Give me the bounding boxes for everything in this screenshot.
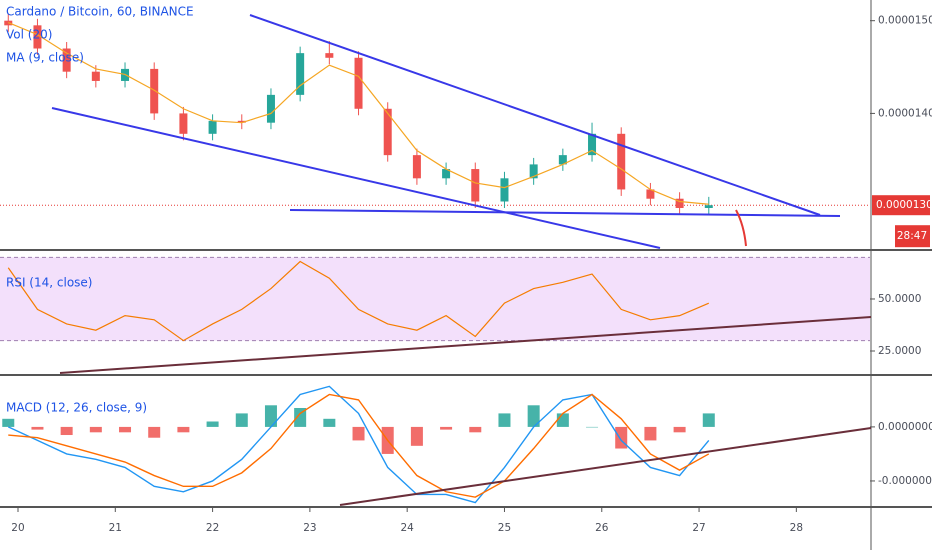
histogram-bar — [586, 426, 599, 428]
trendline — [59, 316, 872, 374]
histogram-bar — [206, 421, 219, 427]
candle-body — [383, 108, 392, 156]
histogram-bar — [294, 407, 307, 427]
histogram-bar — [527, 405, 540, 427]
candle-body — [208, 120, 217, 134]
candle-body — [588, 133, 597, 156]
x-tick-label: 25 — [498, 522, 511, 534]
histogram-bar — [702, 413, 715, 427]
histogram-bar — [556, 413, 569, 427]
last-price-label: 0.00001301 — [876, 199, 932, 211]
candle-body — [646, 189, 655, 199]
candle-body — [442, 169, 451, 179]
histogram-bar — [410, 426, 423, 446]
histogram-bar — [644, 426, 657, 441]
candle-body — [412, 155, 421, 179]
histogram-bar — [177, 426, 190, 433]
rsi-band — [0, 257, 870, 341]
histogram-bar — [264, 405, 277, 427]
chart-title: Cardano / Bitcoin, 60, BINANCE — [6, 5, 194, 19]
trendlines — [51, 14, 872, 506]
x-tick-label: 26 — [595, 522, 609, 534]
candle-body — [471, 169, 480, 202]
candle-body — [179, 113, 188, 134]
candle-body — [91, 71, 100, 81]
candle-body — [558, 155, 567, 165]
candle-body — [500, 178, 509, 202]
histogram-bar — [352, 426, 365, 441]
moving-average — [8, 21, 709, 205]
rsi-line — [7, 260, 710, 342]
x-tick-label: 24 — [400, 522, 414, 534]
candle-body — [33, 25, 42, 49]
y-tick-label: 0.00001400 — [878, 107, 932, 119]
trendline — [51, 107, 661, 249]
candle-body — [237, 120, 246, 123]
indicator-label: Vol (20) — [6, 28, 52, 42]
candle-body — [62, 48, 71, 72]
x-tick-label: 27 — [692, 522, 705, 534]
candle-body — [296, 53, 305, 95]
trendline — [249, 14, 821, 216]
x-tick-label: 22 — [206, 522, 219, 534]
indicator-label: RSI (14, close) — [6, 276, 92, 290]
x-tick-label: 20 — [11, 522, 24, 534]
histogram-bar — [235, 413, 248, 427]
y-tick-label: 0.00000000 — [878, 421, 932, 433]
y-tick-label: 25.0000 — [878, 345, 921, 357]
x-tick-label: 23 — [303, 522, 316, 534]
candle-body — [529, 164, 538, 179]
candle-body — [617, 133, 626, 190]
x-tick-label: 28 — [790, 522, 803, 534]
countdown: 28:47 — [897, 230, 927, 242]
histogram-bar — [148, 426, 161, 438]
histogram-bar — [469, 426, 482, 433]
candle-body — [704, 205, 713, 208]
histogram-bar — [673, 426, 686, 433]
trendline — [339, 427, 872, 506]
candle-body — [325, 53, 334, 58]
indicator-label: MACD (12, 26, close, 9) — [6, 401, 147, 415]
histogram-bar — [615, 426, 628, 449]
indicator-label: MA (9, close) — [6, 51, 84, 65]
histogram-bar — [440, 426, 453, 430]
histogram-bar — [323, 418, 336, 427]
x-tick-label: 21 — [109, 522, 122, 534]
trendline — [289, 209, 841, 217]
y-tick-label: 50.0000 — [878, 293, 921, 305]
histogram-bar — [119, 426, 132, 433]
macd-line — [8, 393, 710, 498]
candle-body — [354, 57, 363, 109]
histogram-bar — [89, 426, 102, 433]
histogram-bar — [498, 413, 511, 427]
candle-body — [266, 94, 275, 123]
candle-body — [675, 198, 684, 208]
histogram-bar — [31, 426, 44, 430]
candle-body — [150, 68, 159, 114]
arrow — [735, 209, 747, 247]
histogram-bar — [2, 418, 15, 427]
last-price-box — [872, 195, 930, 216]
countdown-box — [895, 225, 930, 248]
histogram-bar — [60, 426, 73, 436]
